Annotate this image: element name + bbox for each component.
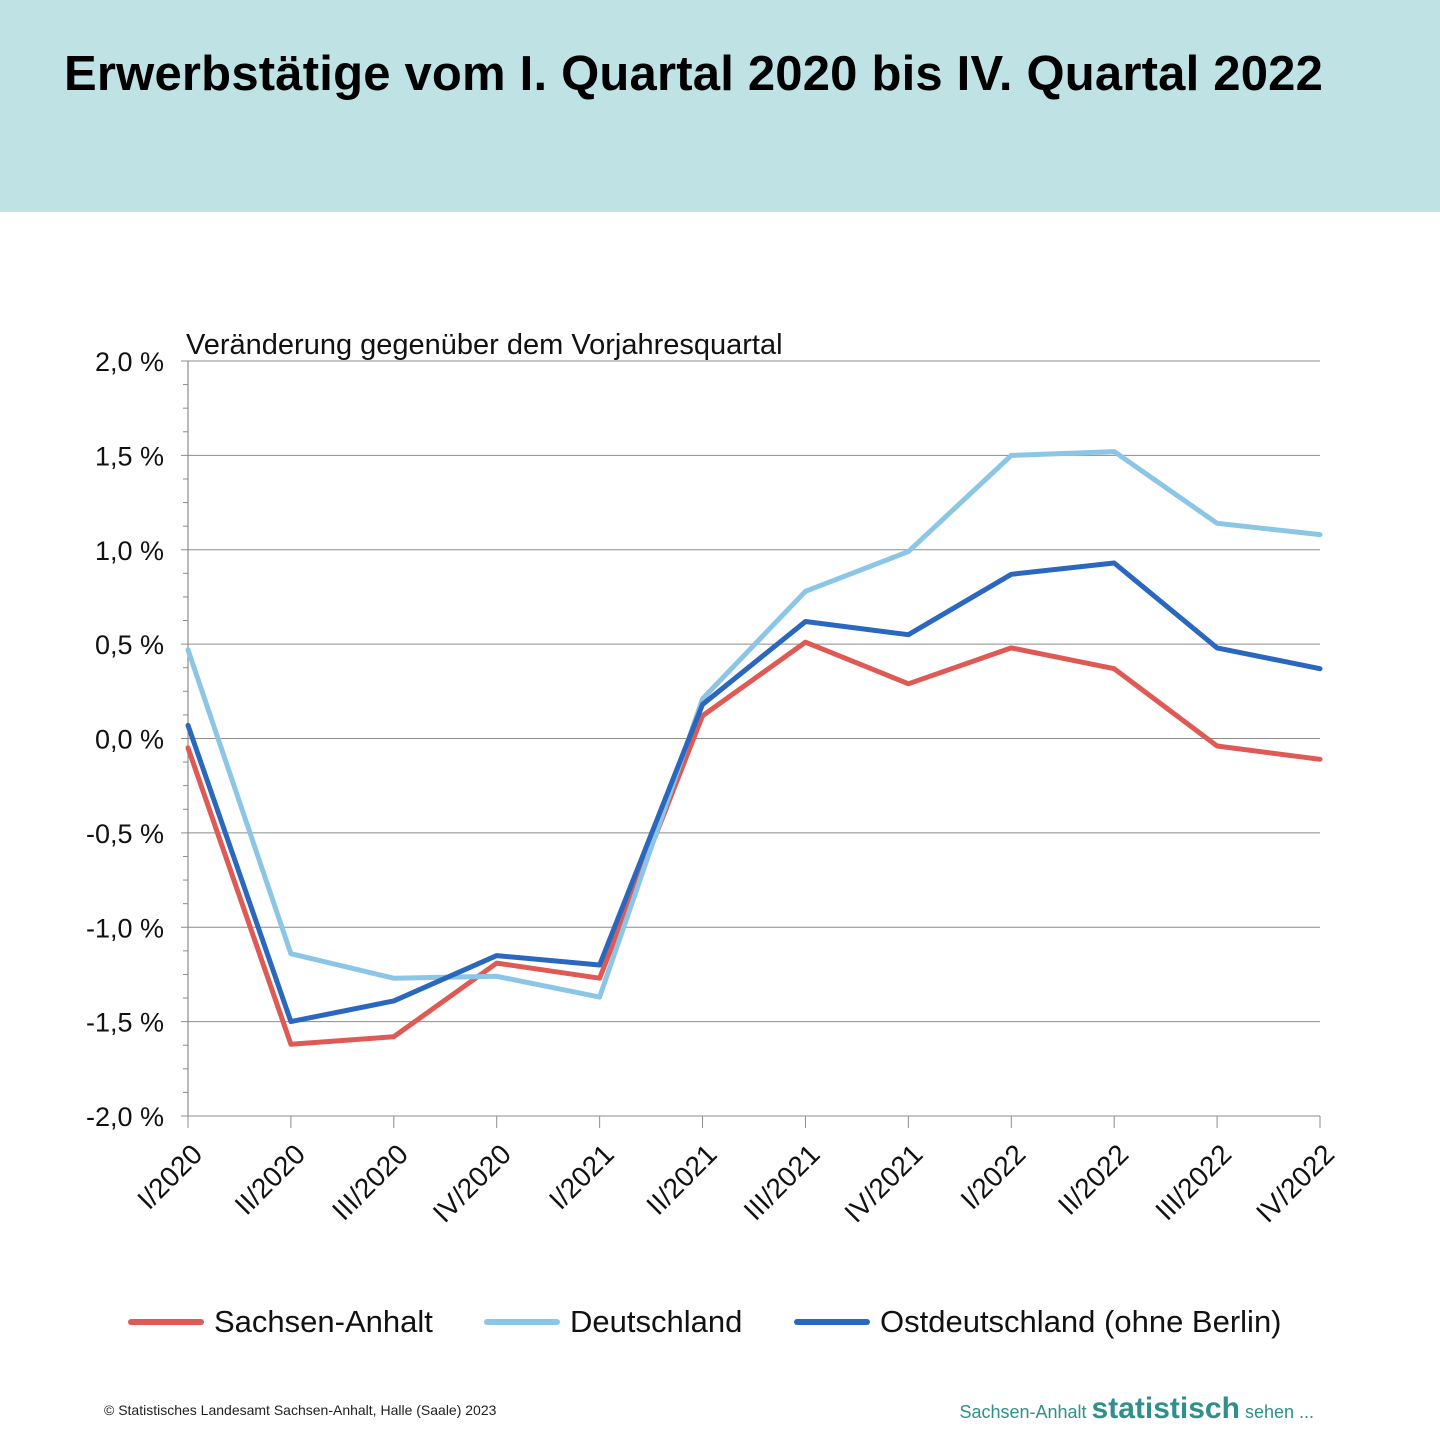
x-tick-label: III/2021 <box>738 1138 826 1226</box>
y-tick-label: 1,5 % <box>95 441 164 471</box>
x-tick-labels: I/2020 II/2020 III/2020 IV/2020 I/2021 II/202… <box>131 1138 1340 1228</box>
brand-logo: Sachsen-Anhalt statistisch sehen ... <box>959 1392 1314 1426</box>
series-lines <box>185 449 1323 1047</box>
brand-pre: Sachsen-Anhalt <box>959 1402 1087 1422</box>
y-tick-label: -1,5 % <box>86 1008 164 1038</box>
y-tick-label: -0,5 % <box>86 819 164 849</box>
y-tick-label: 0,0 % <box>95 725 164 755</box>
x-tick-label: I/2022 <box>955 1138 1032 1215</box>
x-tick-label: I/2020 <box>131 1138 208 1215</box>
x-tick-label: III/2020 <box>326 1138 414 1226</box>
x-tick-label: III/2022 <box>1149 1138 1237 1226</box>
brand-post: sehen ... <box>1244 1402 1314 1422</box>
y-tick-label: 2,0 % <box>95 347 164 377</box>
x-tick-label: I/2021 <box>543 1138 620 1215</box>
legend-swatch-deutschland <box>484 1319 560 1325</box>
y-tick-label: -2,0 % <box>86 1102 164 1132</box>
y-tick-labels: 2,0 % 1,5 % 1,0 % 0,5 % 0,0 % -0,5 % -1,0 % -1,… <box>86 347 164 1132</box>
legend-item-ostdeutschland: Ostdeutschland (ohne Berlin) <box>794 1300 1282 1344</box>
page-title: Erwerbstätige vom I. Quartal 2020 bis IV… <box>64 47 1324 101</box>
copyright-notice: © Statistisches Landesamt Sachsen-Anhalt… <box>104 1402 497 1418</box>
header-band <box>0 0 1440 212</box>
legend-label-sachsen-anhalt: Sachsen-Anhalt <box>214 1304 433 1339</box>
legend-swatch-sachsen-anhalt <box>128 1319 204 1325</box>
x-tick-label: II/2021 <box>640 1138 722 1220</box>
line-chart: Veränderung gegenüber dem Vorjahresquart… <box>86 329 1340 1229</box>
series-line-0 <box>185 639 1323 1047</box>
axes <box>181 360 1321 1128</box>
legend: Sachsen-Anhalt Deutschland Ostdeutschlan… <box>0 1300 1440 1344</box>
y-tick-label: 1,0 % <box>95 536 164 566</box>
y-tick-label: -1,0 % <box>86 913 164 943</box>
legend-swatch-ostdeutschland <box>794 1319 870 1325</box>
legend-label-ostdeutschland: Ostdeutschland (ohne Berlin) <box>880 1304 1282 1339</box>
y-tick-label: 0,5 % <box>95 630 164 660</box>
legend-label-deutschland: Deutschland <box>570 1304 743 1339</box>
series-line-2 <box>185 560 1323 1025</box>
brand-strong: statistisch <box>1091 1392 1240 1425</box>
x-tick-label: IV/2021 <box>838 1138 928 1228</box>
chart-subtitle: Veränderung gegenüber dem Vorjahresquart… <box>186 329 783 361</box>
x-tick-label: II/2022 <box>1052 1138 1134 1220</box>
legend-item-deutschland: Deutschland <box>484 1300 742 1344</box>
gridlines <box>188 360 1320 1117</box>
x-tick-label: IV/2022 <box>1250 1138 1340 1228</box>
x-tick-label: IV/2020 <box>427 1138 517 1228</box>
series-line-1 <box>185 449 1323 1000</box>
legend-item-sachsen-anhalt: Sachsen-Anhalt <box>128 1300 433 1344</box>
x-tick-label: II/2020 <box>229 1138 311 1220</box>
